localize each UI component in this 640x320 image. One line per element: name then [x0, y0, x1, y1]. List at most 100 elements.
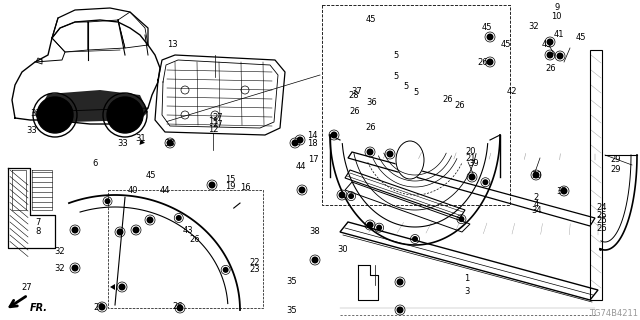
- Text: 32: 32: [528, 22, 538, 31]
- Circle shape: [166, 140, 173, 147]
- Text: 5: 5: [393, 52, 398, 60]
- Circle shape: [104, 198, 111, 204]
- Text: 26: 26: [190, 236, 200, 244]
- Text: 38: 38: [310, 227, 320, 236]
- Text: 33: 33: [164, 139, 175, 148]
- Circle shape: [147, 217, 154, 223]
- Text: 29: 29: [611, 165, 621, 174]
- Text: 26: 26: [596, 224, 607, 233]
- Text: 44: 44: [160, 186, 170, 195]
- Text: 30: 30: [337, 245, 348, 254]
- Circle shape: [468, 173, 476, 180]
- Circle shape: [557, 52, 563, 60]
- Polygon shape: [35, 90, 148, 122]
- Circle shape: [547, 52, 554, 59]
- Text: 26: 26: [443, 95, 453, 104]
- Ellipse shape: [396, 141, 424, 179]
- Text: 21: 21: [465, 154, 476, 163]
- Circle shape: [177, 305, 184, 311]
- Text: 27: 27: [212, 113, 223, 122]
- Polygon shape: [140, 139, 145, 145]
- Text: 34: 34: [531, 206, 541, 215]
- Text: 22: 22: [250, 258, 260, 267]
- Circle shape: [296, 137, 303, 143]
- Text: 26: 26: [596, 216, 607, 225]
- Circle shape: [387, 150, 394, 157]
- Text: 5: 5: [404, 82, 409, 91]
- Circle shape: [291, 140, 298, 147]
- Circle shape: [458, 216, 465, 222]
- Circle shape: [223, 267, 228, 273]
- Text: 24: 24: [596, 204, 607, 212]
- Text: 16: 16: [240, 183, 250, 192]
- Text: 28: 28: [349, 91, 359, 100]
- Text: 29: 29: [611, 156, 621, 164]
- Text: 9: 9: [554, 4, 559, 12]
- Text: 40: 40: [127, 186, 138, 195]
- Circle shape: [312, 257, 319, 263]
- Circle shape: [116, 228, 124, 236]
- Circle shape: [72, 265, 79, 271]
- Text: TG74B4211: TG74B4211: [589, 309, 638, 318]
- Text: 1: 1: [465, 274, 470, 283]
- Text: 14: 14: [307, 132, 317, 140]
- Text: 27: 27: [212, 120, 223, 129]
- Text: 30: 30: [531, 171, 541, 180]
- Bar: [322, 5, 510, 205]
- Text: 42: 42: [507, 87, 517, 96]
- Text: 25: 25: [596, 211, 607, 220]
- Circle shape: [38, 110, 45, 117]
- Text: 23: 23: [250, 265, 260, 274]
- Text: 20: 20: [465, 147, 476, 156]
- Circle shape: [486, 34, 493, 41]
- Text: 8: 8: [36, 227, 41, 236]
- Text: 45: 45: [576, 33, 586, 42]
- Circle shape: [107, 97, 143, 133]
- Circle shape: [348, 193, 354, 199]
- Text: 32: 32: [54, 247, 65, 256]
- Circle shape: [176, 215, 182, 221]
- Text: 13: 13: [168, 40, 178, 49]
- Text: 10: 10: [552, 12, 562, 21]
- Circle shape: [397, 278, 403, 285]
- Circle shape: [209, 181, 216, 188]
- Circle shape: [376, 225, 382, 231]
- Circle shape: [99, 303, 106, 310]
- Circle shape: [330, 132, 337, 139]
- Text: 26: 26: [350, 107, 360, 116]
- Text: 3: 3: [465, 287, 470, 296]
- Text: 17: 17: [308, 156, 319, 164]
- Text: 18: 18: [307, 139, 317, 148]
- Circle shape: [132, 227, 140, 234]
- Circle shape: [367, 148, 374, 156]
- Circle shape: [72, 227, 79, 234]
- Text: 15: 15: [225, 175, 236, 184]
- Text: 44: 44: [296, 162, 306, 171]
- Text: 26: 26: [366, 123, 376, 132]
- Text: 32: 32: [54, 264, 65, 273]
- Text: 2: 2: [534, 193, 539, 202]
- Text: 45: 45: [366, 15, 376, 24]
- Text: 12: 12: [208, 125, 218, 134]
- Text: 37: 37: [352, 87, 362, 96]
- Text: 45: 45: [542, 40, 552, 49]
- Text: 45: 45: [481, 23, 492, 32]
- Circle shape: [532, 172, 540, 179]
- Text: 31: 31: [136, 134, 146, 143]
- Text: 35: 35: [286, 306, 296, 315]
- Text: 26: 26: [454, 101, 465, 110]
- Circle shape: [397, 307, 403, 314]
- Text: 41: 41: [554, 30, 564, 39]
- Circle shape: [367, 221, 374, 228]
- Text: 36: 36: [366, 98, 376, 107]
- Text: FR.: FR.: [30, 303, 48, 313]
- Text: 26: 26: [478, 58, 488, 67]
- Text: 19: 19: [225, 182, 236, 191]
- Polygon shape: [49, 110, 54, 116]
- Text: 35: 35: [557, 187, 567, 196]
- Text: 45: 45: [500, 40, 511, 49]
- Text: 4: 4: [534, 200, 539, 209]
- Text: 26: 26: [173, 302, 183, 311]
- Text: 5: 5: [393, 72, 398, 81]
- Circle shape: [339, 191, 346, 198]
